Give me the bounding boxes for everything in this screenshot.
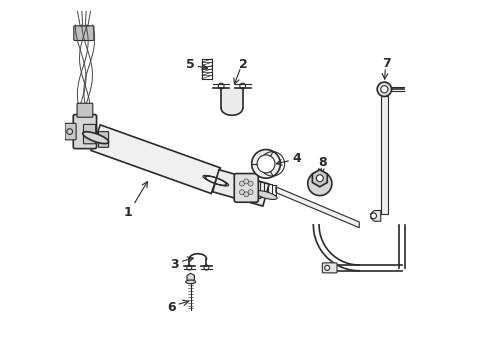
Circle shape: [244, 179, 248, 184]
Circle shape: [380, 86, 387, 93]
FancyBboxPatch shape: [65, 123, 76, 140]
Polygon shape: [312, 170, 326, 187]
Text: 8: 8: [317, 156, 326, 168]
Circle shape: [307, 171, 331, 195]
Circle shape: [251, 149, 280, 178]
FancyBboxPatch shape: [234, 174, 258, 202]
Circle shape: [239, 190, 244, 195]
Circle shape: [324, 265, 329, 270]
Text: 2: 2: [239, 58, 247, 71]
Circle shape: [376, 82, 391, 96]
Polygon shape: [380, 96, 387, 214]
Circle shape: [186, 265, 191, 270]
Circle shape: [239, 83, 245, 89]
Ellipse shape: [185, 280, 195, 284]
Circle shape: [316, 175, 323, 182]
Circle shape: [244, 192, 248, 197]
FancyBboxPatch shape: [83, 125, 96, 144]
FancyBboxPatch shape: [77, 103, 93, 117]
FancyBboxPatch shape: [322, 263, 336, 273]
Polygon shape: [212, 170, 268, 206]
FancyBboxPatch shape: [99, 132, 108, 147]
Circle shape: [257, 155, 274, 173]
Circle shape: [247, 190, 253, 195]
Ellipse shape: [254, 191, 277, 199]
Polygon shape: [91, 125, 220, 194]
Text: 5: 5: [186, 58, 195, 71]
Text: 7: 7: [381, 57, 390, 70]
Circle shape: [247, 181, 253, 186]
Circle shape: [370, 213, 376, 219]
Ellipse shape: [82, 132, 108, 144]
Polygon shape: [370, 211, 380, 221]
Text: 3: 3: [170, 258, 179, 271]
Circle shape: [67, 129, 72, 134]
Text: 4: 4: [291, 152, 300, 165]
FancyBboxPatch shape: [73, 114, 96, 149]
Polygon shape: [275, 187, 359, 228]
Text: 1: 1: [123, 206, 132, 219]
Polygon shape: [221, 88, 242, 115]
Circle shape: [239, 181, 244, 186]
Text: 6: 6: [167, 301, 175, 314]
Circle shape: [203, 265, 208, 270]
Circle shape: [218, 83, 224, 89]
Polygon shape: [186, 273, 194, 282]
FancyBboxPatch shape: [74, 26, 94, 41]
